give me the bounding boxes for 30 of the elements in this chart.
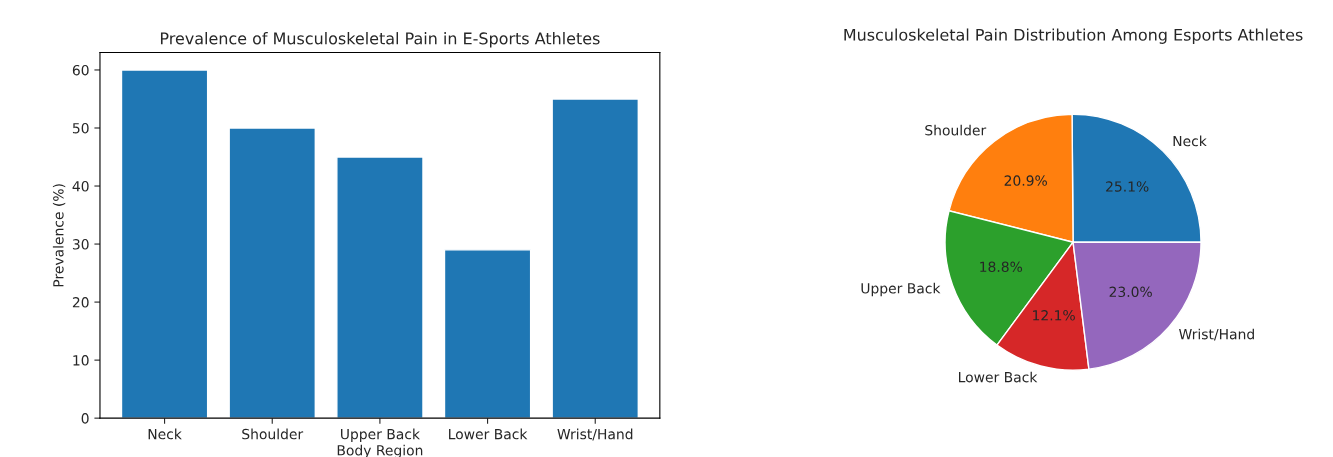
y-tick-label: 30 [72,239,89,250]
y-axis-title: Prevalence (%) [52,184,66,287]
y-tick-label: 10 [73,355,89,366]
slice-label: Lower Back [959,371,1038,383]
chart-title: Prevalence of Musculoskeletal Pain in E-Sports Athletes [160,32,600,48]
slice-label: Wrist/Hand [1179,328,1254,341]
data-label: 25.1% [1106,181,1149,192]
slice-label: Upper Back [861,282,941,297]
x-tick-label: Neck [148,428,182,440]
bar [551,98,639,419]
slice-label: Neck [1173,135,1207,147]
data-label: 12.1% [1033,310,1075,321]
bar [443,249,532,419]
x-tick-label: Upper Back [341,428,420,443]
y-tick-label: 60 [72,64,89,76]
data-label: 18.8% [980,261,1023,273]
x-tick-label: Shoulder [242,428,304,440]
y-tick-label: 20 [72,297,89,308]
bar [120,69,209,419]
bar [336,156,424,419]
y-tick-label: 0 [81,413,89,424]
bar [228,127,317,419]
slice-label: Shoulder [925,124,987,136]
data-label: 23.0% [1109,286,1152,298]
y-tick-label: 50 [72,122,89,134]
y-tick-label: 40 [72,181,89,192]
data-label: 20.9% [1004,175,1047,186]
x-tick-label: Lower Back [449,428,528,440]
chart-title: Musculoskeletal Pain Distribution Among Esports Athletes [844,28,1303,44]
x-tick-label: Wrist/Hand [557,428,633,441]
